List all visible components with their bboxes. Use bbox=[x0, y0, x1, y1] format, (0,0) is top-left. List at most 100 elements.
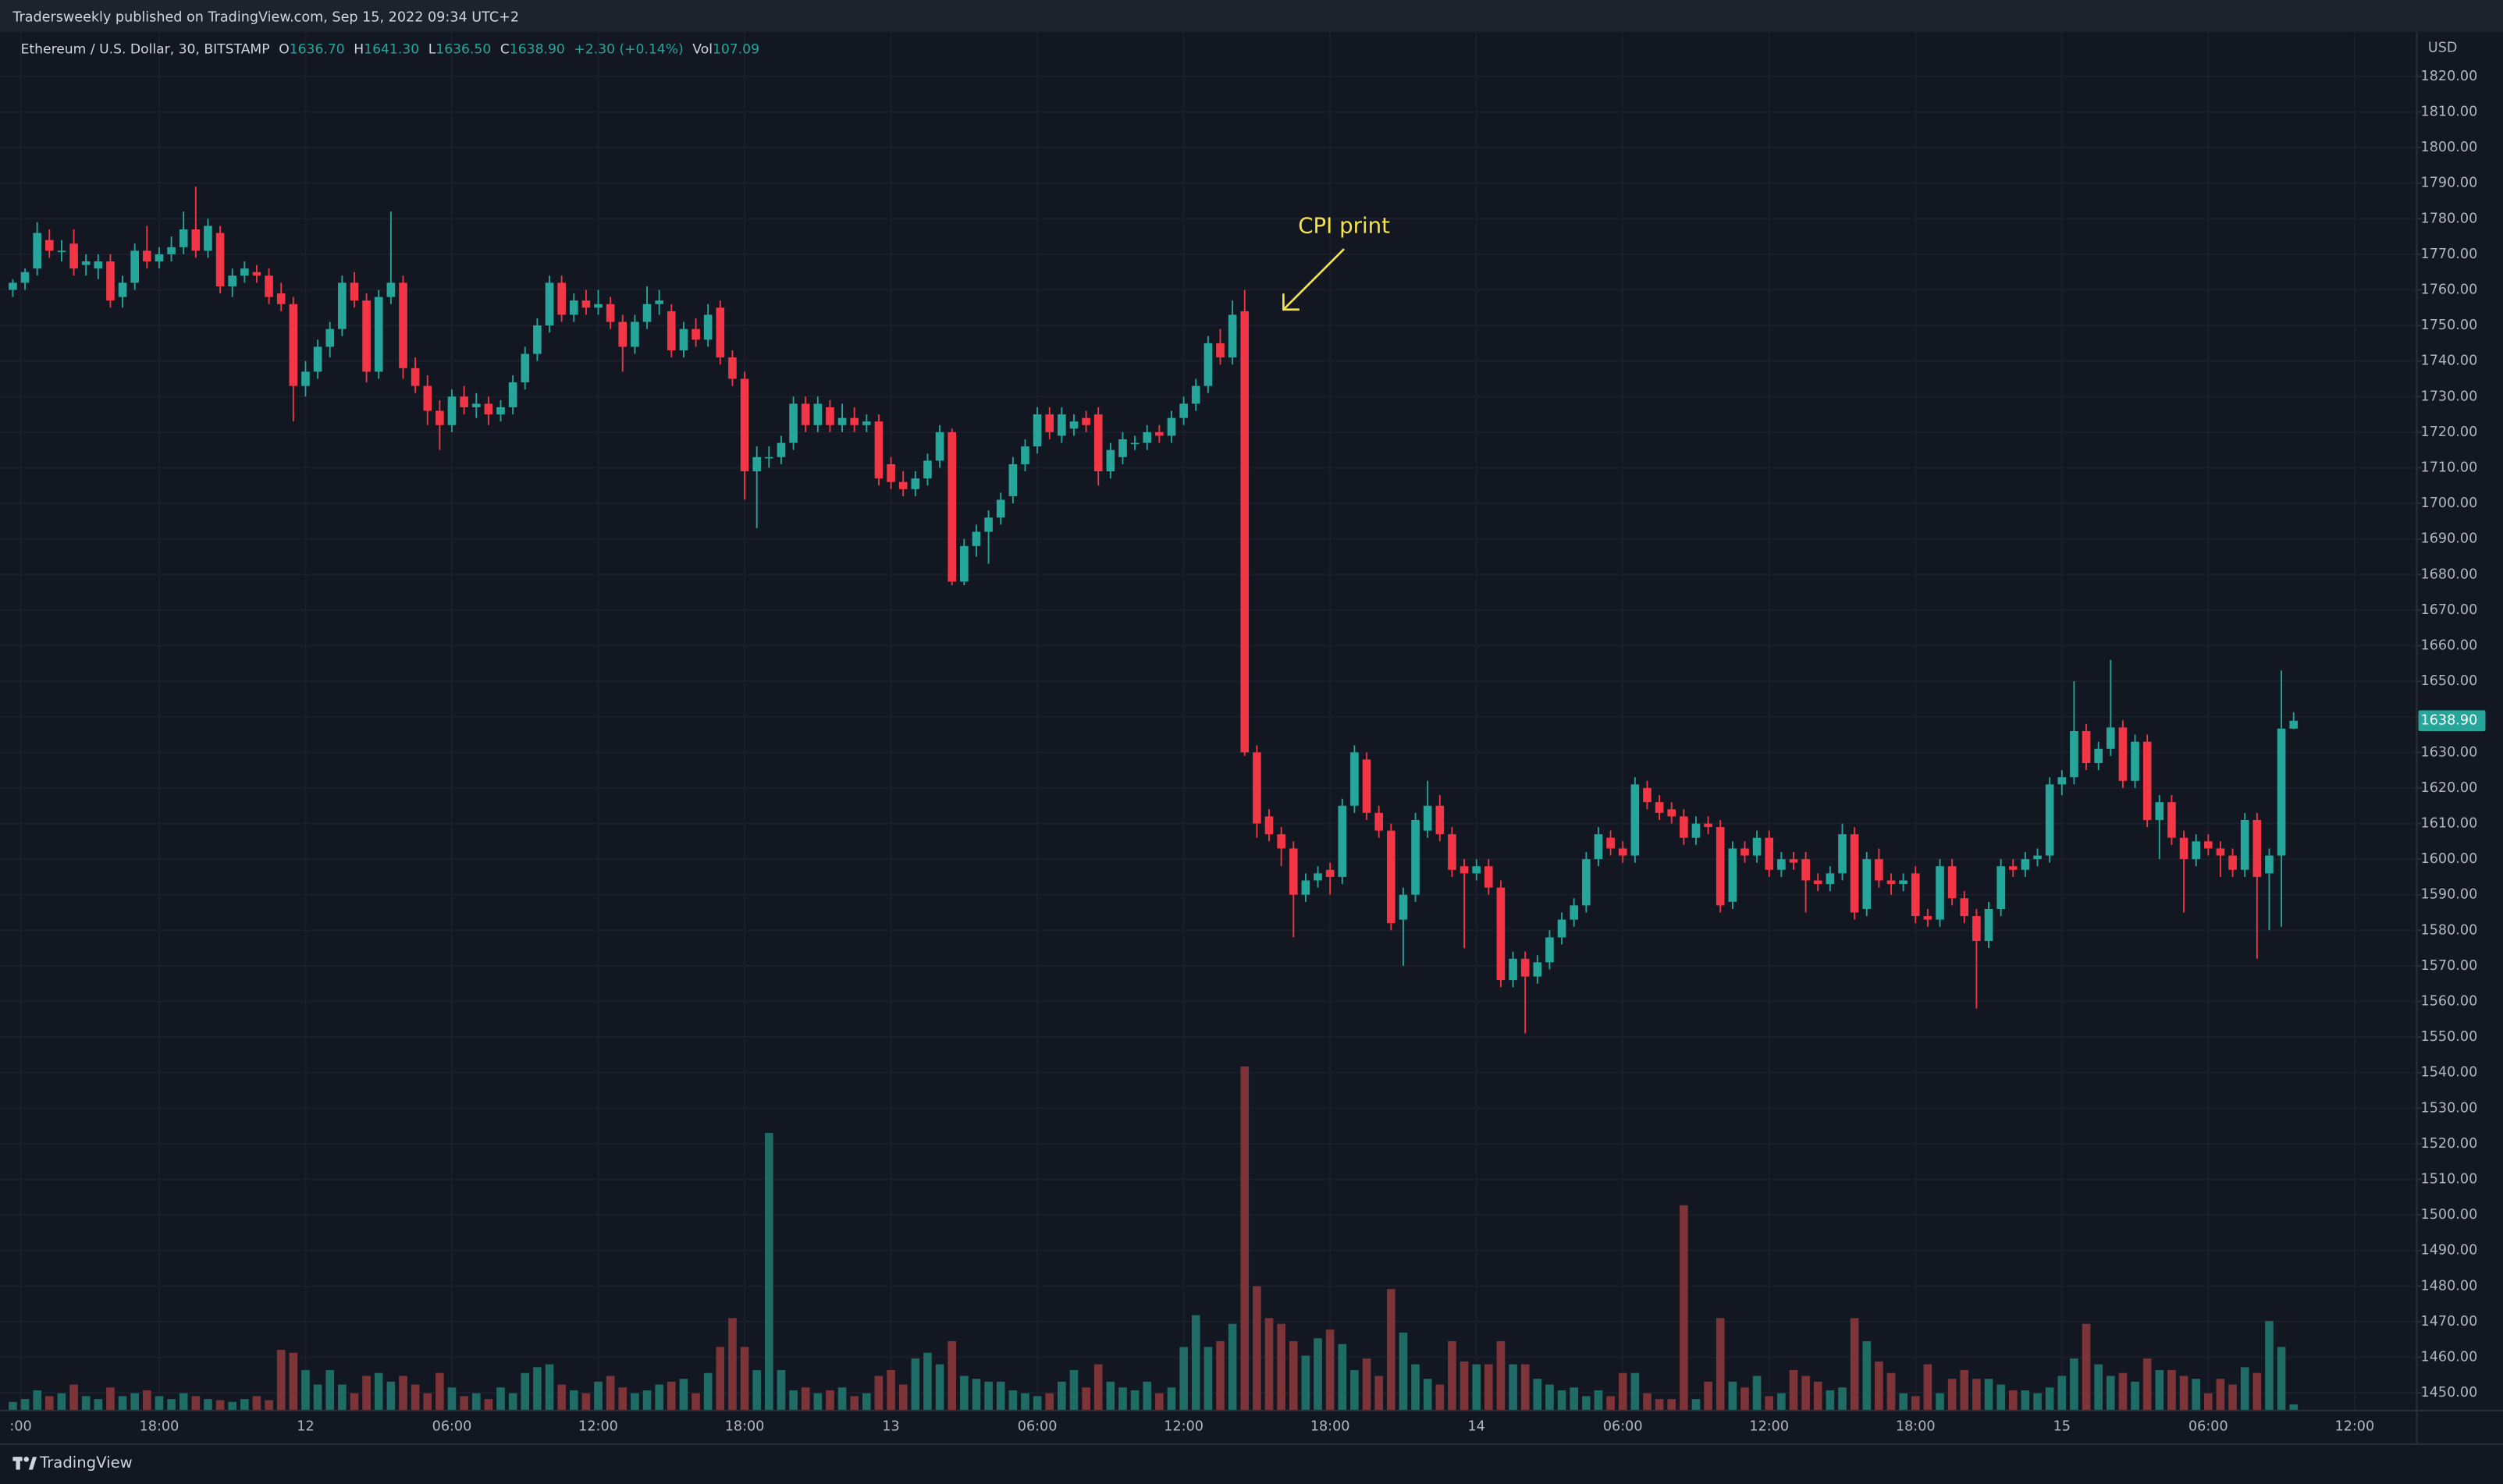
candle-body bbox=[1167, 417, 1176, 436]
volume-bar bbox=[2240, 1367, 2249, 1411]
candle-body bbox=[728, 357, 737, 379]
candle-body bbox=[1850, 834, 1859, 913]
candle-body bbox=[386, 282, 396, 297]
volume-bar bbox=[471, 1393, 481, 1411]
candle-body bbox=[1448, 834, 1456, 870]
volume-bar bbox=[362, 1376, 371, 1411]
candle-body bbox=[2008, 866, 2018, 870]
volume-bar bbox=[1143, 1381, 1152, 1411]
y-tick-label: 1780.00 bbox=[2421, 211, 2478, 226]
candle-body bbox=[1728, 848, 1737, 902]
volume-bar bbox=[2252, 1372, 2262, 1411]
volume-bar bbox=[728, 1318, 737, 1411]
candle-body bbox=[1789, 859, 1798, 863]
volume-bar bbox=[667, 1381, 676, 1411]
volume-bar bbox=[948, 1340, 957, 1411]
volume-bar bbox=[1984, 1379, 1993, 1411]
volume-bar bbox=[1021, 1393, 1029, 1411]
candle-body bbox=[716, 307, 725, 358]
volume-bar bbox=[1106, 1381, 1115, 1411]
candle-body bbox=[20, 272, 30, 283]
x-tick-label: 14 bbox=[1468, 1418, 1485, 1434]
volume-bar bbox=[191, 1396, 201, 1411]
candle-body bbox=[1704, 823, 1712, 828]
candle-body bbox=[911, 478, 920, 489]
y-tick-label: 1750.00 bbox=[2421, 318, 2478, 333]
volume-bar bbox=[1362, 1358, 1371, 1411]
y-tick-label: 1760.00 bbox=[2421, 282, 2478, 298]
volume-bar bbox=[2228, 1384, 2237, 1411]
volume-bar bbox=[996, 1381, 1005, 1411]
x-tick-label: 12:00 bbox=[1164, 1418, 1204, 1434]
x-tick-label: 18:00 bbox=[140, 1418, 180, 1434]
candle-body bbox=[423, 385, 432, 411]
y-tick-label: 1470.00 bbox=[2421, 1314, 2478, 1330]
candle-body bbox=[471, 403, 481, 407]
volume-bar bbox=[1606, 1396, 1615, 1411]
annotation-arrow bbox=[1282, 248, 1346, 311]
volume-bar bbox=[874, 1376, 884, 1411]
candle-body bbox=[44, 240, 54, 251]
volume-bar bbox=[2045, 1387, 2054, 1411]
volume-bar bbox=[423, 1393, 432, 1411]
volume-bar bbox=[789, 1390, 798, 1411]
volume-bar bbox=[679, 1379, 688, 1411]
y-tick-label: 1570.00 bbox=[2421, 958, 2478, 974]
last-price-label: 1638.90 bbox=[2421, 713, 2478, 729]
candle-body bbox=[1216, 343, 1225, 358]
volume-bar bbox=[1204, 1347, 1213, 1411]
volume-bar bbox=[1338, 1344, 1347, 1411]
volume-bar bbox=[240, 1399, 249, 1411]
x-tick-label: 12 bbox=[297, 1418, 314, 1434]
legend-h: H bbox=[354, 41, 364, 57]
candle-body bbox=[106, 261, 115, 301]
candle-body bbox=[1923, 916, 1932, 920]
candle-body bbox=[996, 499, 1005, 518]
volume-bar bbox=[2155, 1370, 2164, 1411]
candle-body bbox=[1875, 859, 1883, 881]
candle-body bbox=[1435, 805, 1445, 835]
volume-bar bbox=[862, 1393, 871, 1411]
volume-bar bbox=[301, 1370, 310, 1411]
candle-body bbox=[898, 481, 908, 489]
candle-body bbox=[228, 275, 237, 286]
volume-bar bbox=[826, 1390, 834, 1411]
volume-bar bbox=[411, 1384, 420, 1411]
volume-bar bbox=[9, 1401, 17, 1411]
volume-bar bbox=[2106, 1376, 2115, 1411]
y-tick-label: 1770.00 bbox=[2421, 247, 2478, 262]
candle-body bbox=[289, 304, 298, 386]
candle-body bbox=[837, 417, 847, 425]
candle-body bbox=[1618, 848, 1627, 856]
volume-bar bbox=[1216, 1340, 1225, 1411]
volume-bar bbox=[1740, 1387, 1749, 1411]
legend-low: 1636.50 bbox=[436, 41, 491, 57]
volume-bar bbox=[215, 1400, 225, 1411]
candle-body bbox=[1069, 421, 1079, 429]
candle-body bbox=[655, 300, 663, 304]
candle-body bbox=[935, 431, 944, 461]
candle-body bbox=[33, 233, 41, 269]
candle-body bbox=[1155, 431, 1164, 436]
candle-body bbox=[1509, 958, 1517, 981]
volume-bar bbox=[801, 1387, 810, 1411]
candle-body bbox=[1106, 449, 1115, 472]
candle-body bbox=[1862, 859, 1872, 909]
x-tick-label: 18:00 bbox=[725, 1418, 765, 1434]
y-tick-label: 1480.00 bbox=[2421, 1278, 2478, 1294]
candle-body bbox=[484, 403, 493, 415]
volume-bar bbox=[1557, 1390, 1566, 1411]
candle-body bbox=[436, 410, 444, 425]
candle-body bbox=[94, 261, 103, 269]
candle-body bbox=[1253, 752, 1261, 824]
candle-body bbox=[533, 325, 542, 354]
volume-bar bbox=[1704, 1381, 1712, 1411]
volume-bar bbox=[1655, 1399, 1664, 1411]
volume-bar bbox=[2131, 1381, 2139, 1411]
candle-body bbox=[777, 442, 786, 457]
volume-bar bbox=[1264, 1318, 1274, 1411]
candle-body bbox=[1813, 880, 1822, 885]
volume-bar bbox=[350, 1393, 359, 1411]
